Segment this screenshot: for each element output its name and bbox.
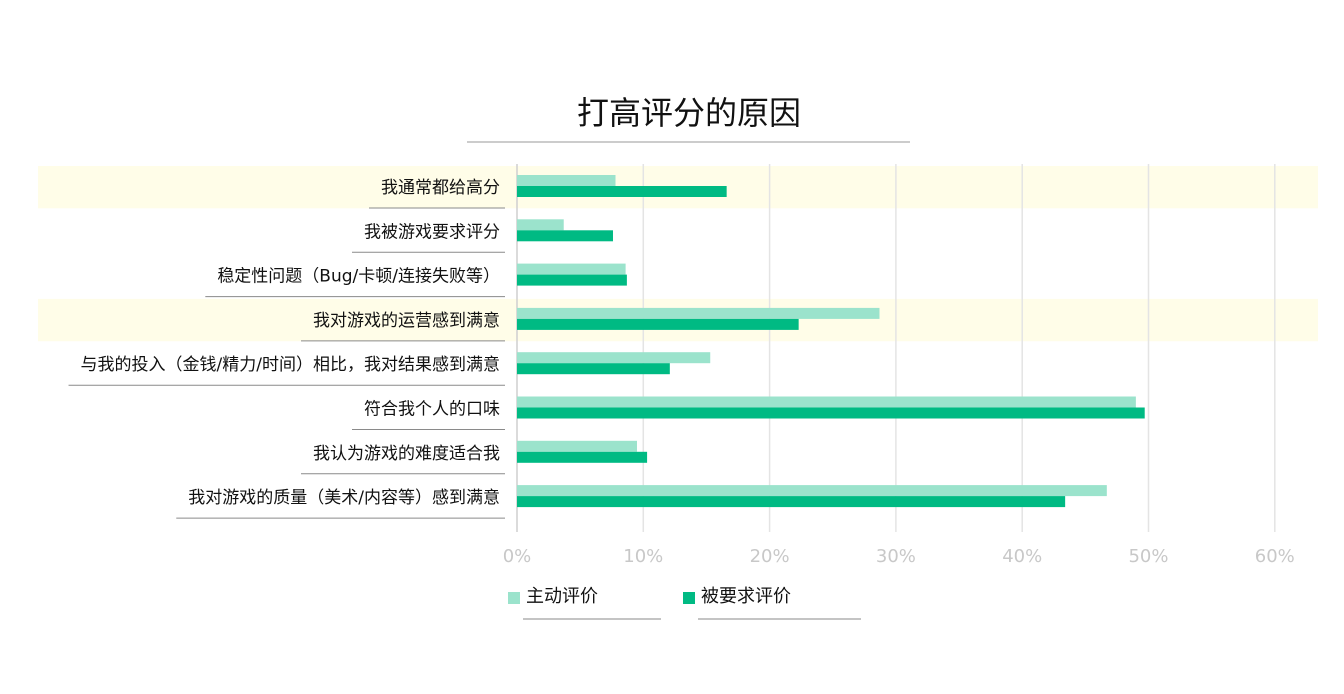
- bar-requested-rating: [517, 186, 727, 197]
- x-tick-label: 20%: [750, 546, 790, 567]
- legend: 主动评价 被要求评价: [508, 586, 861, 620]
- bar-active-rating: [517, 440, 637, 452]
- bar-active-rating: [517, 396, 1136, 408]
- x-tick-labels: 0% 10% 20% 30% 40% 50% 60%: [503, 546, 1295, 567]
- bar-requested-rating: [517, 363, 670, 375]
- bar-requested-rating: [517, 451, 648, 463]
- category-label: 稳定性问题（Bug/卡顿/连接失败等）: [217, 267, 500, 287]
- chart-title: 打高评分的原因: [577, 94, 801, 132]
- legend-swatch: [683, 592, 695, 604]
- legend-label: 被要求评价: [701, 586, 791, 607]
- bar-requested-rating: [517, 230, 613, 242]
- legend-label: 主动评价: [526, 586, 598, 607]
- category-label: 我对游戏的运营感到满意: [313, 311, 500, 331]
- category-label: 我对游戏的质量（美术/内容等）感到满意: [188, 488, 500, 508]
- category-label: 我认为游戏的难度适合我: [313, 444, 500, 464]
- x-tick-label: 30%: [876, 546, 916, 567]
- x-tick-label: 50%: [1128, 546, 1168, 567]
- bar-requested-rating: [517, 274, 627, 286]
- bar-active-rating: [517, 263, 626, 275]
- bar-active-rating: [517, 307, 880, 319]
- bar-active-rating: [517, 352, 711, 364]
- x-tick-label: 60%: [1255, 546, 1295, 567]
- bar-active-rating: [517, 485, 1107, 497]
- bar-active-rating: [517, 219, 564, 231]
- bar-requested-rating: [517, 496, 1066, 508]
- category-label: 与我的投入（金钱/精力/时间）相比，我对结果感到满意: [81, 355, 500, 375]
- bar-active-rating: [517, 175, 616, 186]
- legend-swatch: [508, 592, 520, 604]
- category-label: 符合我个人的口味: [364, 400, 500, 420]
- category-label: 我通常都给高分: [381, 178, 500, 198]
- category-label: 我被游戏要求评分: [364, 222, 500, 242]
- bar-requested-rating: [517, 318, 799, 330]
- gridlines: [516, 164, 1276, 532]
- bar-requested-rating: [517, 407, 1145, 419]
- bars: [517, 175, 1145, 508]
- x-tick-label: 10%: [623, 546, 663, 567]
- x-tick-label: 0%: [503, 546, 532, 567]
- x-tick-label: 40%: [1002, 546, 1042, 567]
